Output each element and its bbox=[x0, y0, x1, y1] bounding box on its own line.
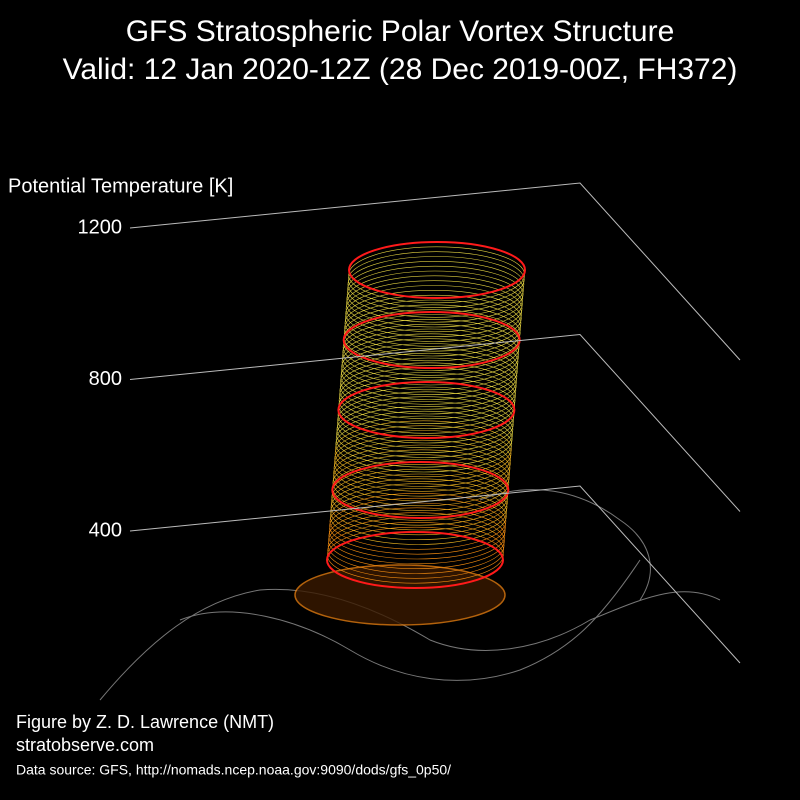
vortex-contour bbox=[333, 444, 510, 502]
vortex-contour bbox=[345, 290, 522, 347]
vortex-contour bbox=[331, 468, 509, 526]
vortex-contour bbox=[335, 420, 512, 478]
vortex-contour bbox=[339, 362, 517, 420]
vortex-contour bbox=[340, 352, 517, 410]
vortex-contour bbox=[341, 338, 518, 395]
credit: Figure by Z. D. Lawrence (NMT) bbox=[16, 712, 274, 732]
vortex-contour bbox=[347, 261, 524, 318]
vortex-contour bbox=[347, 251, 525, 308]
vortex-contour bbox=[342, 319, 520, 376]
vortex-contour bbox=[345, 280, 523, 337]
chart-title: GFS Stratospheric Polar Vortex Structure bbox=[126, 15, 675, 48]
vortex-contour bbox=[334, 425, 512, 482]
vortex bbox=[294, 241, 526, 626]
coastline bbox=[99, 588, 721, 701]
vortex-contour bbox=[330, 478, 508, 536]
vortex-contour bbox=[345, 285, 523, 342]
vortex-contour bbox=[329, 497, 506, 555]
vortex-contour bbox=[331, 473, 508, 531]
vortex-contour bbox=[342, 328, 519, 386]
vortex-contour bbox=[344, 299, 521, 357]
z-tick-label: 800 bbox=[89, 368, 122, 390]
vortex-contour bbox=[335, 410, 513, 468]
vortex-contour bbox=[334, 430, 512, 487]
coastline bbox=[479, 489, 651, 601]
website: stratobserve.com bbox=[16, 735, 154, 755]
vortex-contour bbox=[344, 294, 522, 352]
z-axis-label: Potential Temperature [K] bbox=[8, 175, 233, 197]
vortex-contour bbox=[341, 333, 519, 391]
vortex-level bbox=[348, 241, 526, 299]
vortex-contour bbox=[332, 454, 510, 511]
z-tick-label: 400 bbox=[89, 519, 122, 541]
vortex-contour bbox=[346, 275, 523, 333]
vortex-contour bbox=[328, 502, 506, 560]
vortex-contour bbox=[336, 396, 514, 453]
vortex-contour bbox=[328, 512, 505, 569]
vortex-level bbox=[326, 531, 504, 589]
vortex-contour bbox=[340, 348, 518, 405]
vortex-contour bbox=[339, 357, 517, 415]
vortex-contour bbox=[334, 435, 511, 492]
vortex-contour bbox=[338, 372, 516, 429]
chart-subtitle: Valid: 12 Jan 2020-12Z (28 Dec 2019-00Z,… bbox=[63, 53, 738, 86]
coastline bbox=[179, 559, 641, 681]
vortex-contour bbox=[333, 439, 511, 497]
vortex-contour bbox=[332, 449, 510, 507]
vortex-contour bbox=[342, 323, 520, 381]
vortex-level bbox=[337, 381, 516, 439]
grid-line bbox=[129, 485, 741, 664]
vortex-contour bbox=[340, 343, 518, 400]
grid-line bbox=[129, 333, 741, 512]
vortex-base bbox=[294, 564, 506, 626]
coastlines bbox=[99, 489, 721, 701]
z-tick-label: 1200 bbox=[78, 216, 123, 238]
vortex-contour bbox=[329, 493, 507, 550]
vortex-contour bbox=[336, 401, 514, 458]
vortex-contour bbox=[346, 270, 524, 328]
vortex-contour bbox=[337, 391, 514, 449]
grid-line bbox=[129, 182, 741, 361]
vortex-contour bbox=[329, 488, 507, 545]
vortex-contour bbox=[346, 265, 524, 323]
vortex-contour bbox=[335, 415, 513, 473]
vortex-level bbox=[342, 311, 521, 369]
vortex-contour bbox=[343, 304, 521, 362]
vortex-level bbox=[331, 461, 510, 519]
vortex-contour bbox=[328, 507, 506, 565]
vortex-contour bbox=[327, 522, 505, 579]
vortex-contour bbox=[330, 483, 507, 540]
data-source: Data source: GFS, http://nomads.ncep.noa… bbox=[16, 762, 451, 778]
